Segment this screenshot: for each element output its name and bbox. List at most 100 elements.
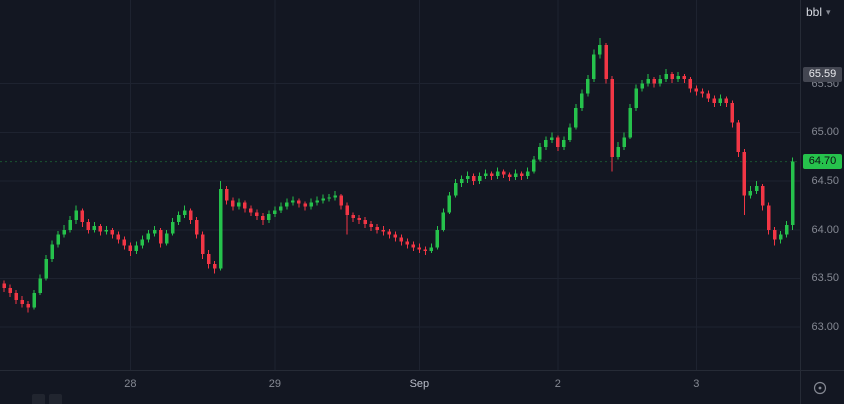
candle-body [405, 241, 410, 245]
candle-body [110, 229, 115, 235]
time-label: 2 [554, 378, 561, 390]
candle-body [146, 233, 151, 240]
price-label: 63.50 [811, 272, 839, 285]
candle-body [399, 237, 404, 242]
candle-body [568, 127, 572, 141]
candle-body [80, 210, 85, 222]
candle-body [381, 229, 386, 232]
candle-body [38, 278, 42, 294]
candle-body [688, 78, 693, 89]
candle-body [772, 229, 777, 240]
candle-body [170, 222, 175, 234]
candle-body [640, 83, 644, 89]
candle-body [218, 188, 223, 269]
candle-body [574, 108, 578, 128]
unit-dropdown[interactable]: bbl ▾ [806, 5, 831, 19]
candle-body [784, 224, 789, 235]
candle-body [712, 98, 717, 104]
axis-corner [800, 370, 844, 404]
chart-canvas[interactable] [0, 0, 800, 370]
candle-body [273, 210, 277, 215]
candle-body [375, 226, 379, 230]
candle-body [525, 171, 530, 177]
candle-body [616, 147, 620, 157]
candle-body [658, 78, 662, 84]
candle-body [339, 195, 343, 206]
price-label: 65.00 [811, 126, 839, 139]
candle-body [68, 220, 72, 230]
candle-body [297, 200, 301, 204]
candle-body [56, 234, 60, 245]
candle-body [128, 245, 133, 252]
candle-body [760, 185, 765, 206]
candle-body [92, 225, 97, 230]
candle-body [62, 229, 66, 235]
candle-body [303, 203, 307, 207]
candle-body [2, 283, 6, 289]
candle-body [766, 205, 771, 230]
candle-body [249, 208, 253, 213]
candle-body [188, 210, 193, 221]
price-label: 64.00 [811, 223, 839, 236]
candle-body [580, 93, 584, 109]
candle-body [736, 122, 741, 152]
candle-body [513, 173, 518, 178]
candle-body [321, 198, 325, 201]
candle-body [604, 44, 608, 79]
candle-body [14, 293, 18, 300]
scroll-to-realtime-button[interactable] [811, 379, 829, 397]
time-axis[interactable]: 28 29 Sep 2 3 [0, 370, 800, 404]
candle-body [501, 171, 506, 175]
candle-body [586, 78, 590, 94]
candle-body [694, 88, 699, 92]
candle-body [74, 210, 78, 221]
price-axis[interactable]: bbl ▾ 65.50 65.00 64.50 64.00 63.50 63.00 65.5… [800, 0, 844, 370]
candle-body [670, 74, 674, 79]
candle-body [622, 137, 626, 148]
candle-body [519, 173, 524, 177]
candle-body [730, 103, 735, 123]
candle-body [122, 239, 127, 246]
candle-body [363, 220, 367, 224]
chart-plot-area[interactable] [0, 0, 800, 370]
candle-body [550, 137, 554, 141]
candle-body [447, 195, 452, 213]
candle-body [309, 202, 313, 207]
candle-body [471, 176, 476, 182]
candle-body [754, 185, 759, 191]
candle-body [483, 173, 488, 177]
time-label: 28 [124, 378, 137, 390]
candle-body [267, 214, 271, 221]
candle-body [237, 202, 241, 207]
candle-body [387, 231, 392, 235]
candle-body [429, 247, 434, 252]
candle-body [706, 93, 711, 99]
candle-body [200, 234, 205, 255]
candle-body [231, 200, 235, 207]
candle-body [417, 247, 422, 250]
candle-body [441, 212, 446, 230]
candle-body [50, 244, 54, 259]
candle-body [104, 229, 109, 232]
bottom-left-mini-button[interactable] [32, 394, 45, 404]
candle-body [742, 151, 747, 196]
candle-body [164, 233, 169, 244]
candle-body [345, 205, 349, 216]
candle-body [212, 263, 217, 269]
candle-body [134, 245, 139, 252]
candle-body [544, 140, 548, 148]
candle-body [507, 174, 512, 178]
candle-body [279, 206, 283, 211]
price-label: 63.00 [811, 321, 839, 334]
candle-body [465, 176, 470, 180]
candle-body [489, 173, 494, 177]
candle-body [495, 171, 500, 177]
price-label: 64.50 [811, 175, 839, 188]
candle-body [261, 216, 265, 221]
candle-body [285, 202, 289, 207]
candle-body [532, 159, 536, 172]
reference-price-badge: 65.59 [803, 66, 842, 82]
bottom-left-mini-button[interactable] [49, 394, 62, 404]
candle-body [664, 74, 668, 79]
candle-body [194, 220, 199, 235]
